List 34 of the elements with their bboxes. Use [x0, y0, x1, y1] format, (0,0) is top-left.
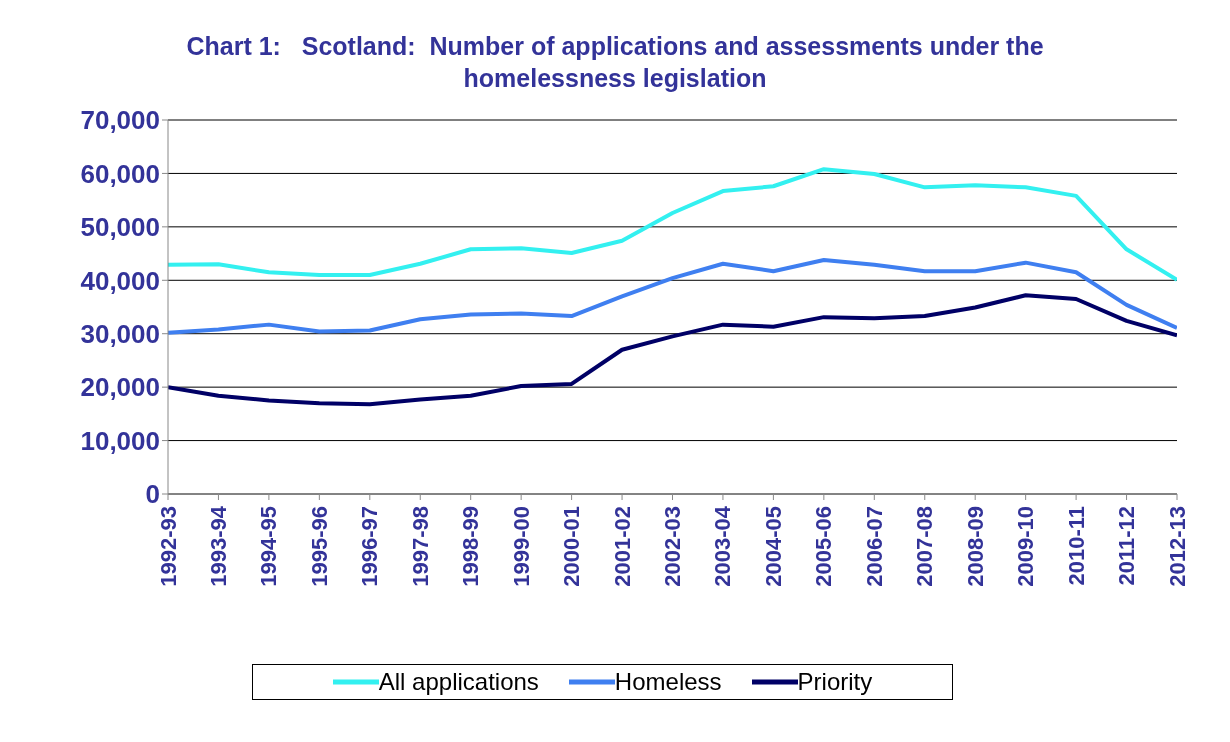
line-series [168, 167, 1177, 282]
x-tick-label: 2003-04 [710, 505, 736, 587]
y-tick-label: 10,000 [80, 425, 160, 456]
x-tick-label: 2000-01 [559, 506, 585, 587]
legend-label: Homeless [613, 668, 722, 696]
y-tick-label: 60,000 [80, 158, 160, 189]
y-tick-label: 20,000 [80, 372, 160, 403]
x-tick-label: 1994-95 [256, 506, 282, 587]
chart-title: Chart 1: Scotland: Number of applications and assessments under the homelessness legislation [186, 32, 1044, 92]
x-tick-label: 1996-97 [357, 506, 383, 587]
y-tick-label: 40,000 [80, 265, 160, 296]
line-series [168, 293, 1177, 407]
legend-label: All applications [377, 668, 539, 696]
x-tick-label: 2008-09 [962, 506, 988, 587]
x-tick-label: 2012-13 [1164, 506, 1190, 587]
x-tick-label: 1997-98 [407, 506, 433, 587]
x-tick-label: 2009-10 [1013, 506, 1039, 587]
x-tick-label: 1999-00 [508, 506, 534, 587]
x-tick-label: 1998-99 [458, 506, 484, 587]
x-tick-label: 2005-06 [811, 506, 837, 587]
x-tick-label: 2010-11 [1063, 506, 1089, 586]
y-tick-label: 50,000 [80, 212, 160, 243]
legend-label: Priority [796, 668, 873, 696]
x-tick-label: 2011-12 [1114, 506, 1140, 586]
x-tick-label: 2007-08 [912, 506, 938, 587]
x-tick-label: 2001-02 [609, 506, 635, 587]
y-tick-label: 30,000 [80, 318, 160, 349]
x-tick-label: 1995-96 [306, 506, 332, 587]
y-tick-label: 70,000 [80, 105, 160, 136]
x-tick-label: 2006-07 [861, 506, 887, 587]
x-tick-label: 1993-94 [205, 505, 231, 587]
x-tick-label: 2002-03 [660, 506, 685, 587]
line-series [168, 257, 1177, 335]
x-tick-label: 2004-05 [760, 506, 786, 587]
